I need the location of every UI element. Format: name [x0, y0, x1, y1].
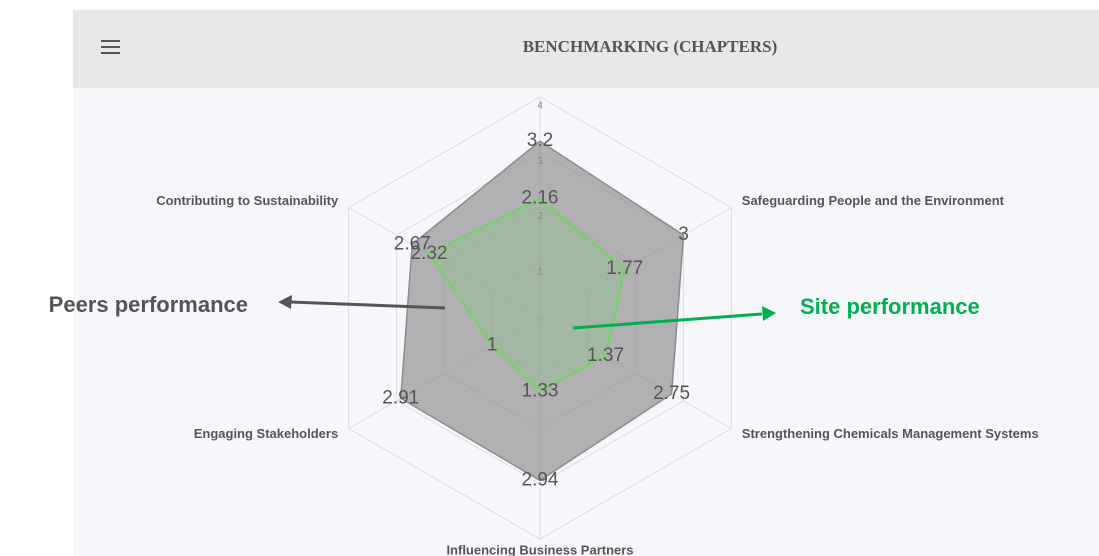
data-label: 3.2	[527, 130, 553, 151]
data-label: 2.32	[411, 243, 448, 264]
data-label: 2.91	[382, 387, 419, 408]
data-label: 2.75	[653, 383, 690, 404]
radar-chart: 1 2 3 4 3.2 3 2.75 2.94 2.91 2.67 2.16 1.77 1.37 1.33…	[156, 96, 1039, 556]
r-tick-label: 1	[537, 266, 543, 277]
category-label: Influencing Business Partners	[446, 542, 633, 556]
arrow	[289, 300, 446, 310]
data-label: 2.94	[522, 469, 559, 490]
data-label: 1.33	[522, 380, 559, 401]
data-label: 2.67	[394, 233, 431, 254]
category-label: Strengthening Chemicals Management Syste…	[742, 426, 1039, 441]
data-label: 1	[487, 335, 498, 356]
annotations: Peers performance Site performance	[49, 292, 980, 330]
category-label: Safeguarding People and the Environment	[742, 193, 1005, 208]
arrow-head	[278, 295, 292, 309]
r-tick-label: 3	[537, 156, 543, 167]
r-tick-label: 2	[537, 211, 543, 222]
menu-icon[interactable]	[101, 40, 120, 54]
data-label: 1.37	[587, 345, 624, 366]
category-label: Contributing to Sustainability	[156, 193, 339, 208]
header-title: BENCHMARKING (CHAPTERS)	[523, 37, 778, 56]
category-label: Engaging Stakeholders	[194, 426, 338, 441]
arrow	[572, 312, 763, 330]
legend-label: Site performance	[800, 294, 980, 319]
r-tick-label: 4	[537, 101, 543, 112]
legend-label: Peers performance	[49, 292, 248, 317]
data-label: 3	[678, 224, 689, 245]
data-label: 1.77	[606, 258, 643, 279]
series-area	[427, 197, 627, 394]
header-bar	[73, 10, 1099, 88]
arrow-head	[762, 306, 776, 321]
data-label: 2.16	[522, 188, 559, 209]
series-area	[399, 140, 685, 482]
